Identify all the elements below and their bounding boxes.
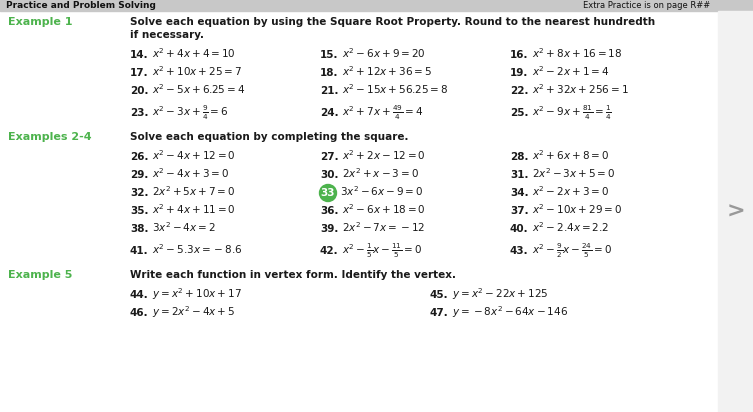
- Text: $x^2 - 9x + \frac{81}{4} = \frac{1}{4}$: $x^2 - 9x + \frac{81}{4} = \frac{1}{4}$: [532, 103, 612, 122]
- Text: 38.: 38.: [130, 224, 148, 234]
- Text: $x^2 + 4x + 4 = 10$: $x^2 + 4x + 4 = 10$: [152, 46, 236, 60]
- Text: Write each function in vertex form. Identify the vertex.: Write each function in vertex form. Iden…: [130, 270, 456, 280]
- Text: 43.: 43.: [510, 246, 529, 256]
- Text: 26.: 26.: [130, 152, 148, 162]
- Text: 22.: 22.: [510, 86, 529, 96]
- Text: 35.: 35.: [130, 206, 148, 216]
- Text: 41.: 41.: [130, 246, 148, 256]
- Text: 46.: 46.: [130, 308, 148, 318]
- Text: $2x^2 - 7x = -12$: $2x^2 - 7x = -12$: [342, 220, 425, 234]
- Text: 39.: 39.: [320, 224, 338, 234]
- Text: $x^2 - 6x + 18 = 0$: $x^2 - 6x + 18 = 0$: [342, 202, 426, 216]
- Text: 16.: 16.: [510, 50, 529, 60]
- Text: 17.: 17.: [130, 68, 148, 78]
- Text: $x^2 - 4x + 3 = 0$: $x^2 - 4x + 3 = 0$: [152, 166, 229, 180]
- Text: 37.: 37.: [510, 206, 529, 216]
- Text: $y = 2x^2 - 4x + 5$: $y = 2x^2 - 4x + 5$: [152, 304, 235, 320]
- Text: $x^2 + 32x + 256 = 1$: $x^2 + 32x + 256 = 1$: [532, 82, 629, 96]
- Text: $x^2 - 10x + 29 = 0$: $x^2 - 10x + 29 = 0$: [532, 202, 622, 216]
- Text: $x^2 - \frac{1}{5}x - \frac{11}{5} = 0$: $x^2 - \frac{1}{5}x - \frac{11}{5} = 0$: [342, 241, 422, 260]
- Text: $x^2 + 10x + 25 = 7$: $x^2 + 10x + 25 = 7$: [152, 64, 242, 78]
- Text: $x^2 - 3x + \frac{9}{4} = 6$: $x^2 - 3x + \frac{9}{4} = 6$: [152, 103, 229, 122]
- Bar: [0, 0, 753, 11]
- Text: Solve each equation by using the Square Root Property. Round to the nearest hund: Solve each equation by using the Square …: [130, 17, 655, 27]
- Text: $2x^2 - 3x + 5 = 0$: $2x^2 - 3x + 5 = 0$: [532, 166, 615, 180]
- Text: 40.: 40.: [510, 224, 529, 234]
- Text: Example 1: Example 1: [8, 17, 72, 27]
- Text: 27.: 27.: [320, 152, 339, 162]
- Text: 29.: 29.: [130, 170, 148, 180]
- Text: 15.: 15.: [320, 50, 339, 60]
- Text: if necessary.: if necessary.: [130, 30, 204, 40]
- Text: Examples 2-4: Examples 2-4: [8, 132, 92, 142]
- Bar: [718, 11, 753, 412]
- Text: 47.: 47.: [430, 308, 449, 318]
- Text: $x^2 + 4x + 11 = 0$: $x^2 + 4x + 11 = 0$: [152, 202, 236, 216]
- Text: 25.: 25.: [510, 108, 529, 118]
- Circle shape: [319, 185, 337, 201]
- Text: $x^2 + 6x + 8 = 0$: $x^2 + 6x + 8 = 0$: [532, 148, 609, 162]
- Text: Practice and Problem Solving: Practice and Problem Solving: [6, 1, 156, 10]
- Text: 24.: 24.: [320, 108, 339, 118]
- Text: $x^2 + 8x + 16 = 18$: $x^2 + 8x + 16 = 18$: [532, 46, 623, 60]
- Text: $2x^2 + x - 3 = 0$: $2x^2 + x - 3 = 0$: [342, 166, 419, 180]
- Text: $x^2 - 2x + 1 = 4$: $x^2 - 2x + 1 = 4$: [532, 64, 609, 78]
- Text: $x^2 + 12x + 36 = 5$: $x^2 + 12x + 36 = 5$: [342, 64, 432, 78]
- Text: $3x^2 - 4x = 2$: $3x^2 - 4x = 2$: [152, 220, 216, 234]
- Text: Extra Practice is on page R##: Extra Practice is on page R##: [583, 1, 710, 10]
- Text: 19.: 19.: [510, 68, 529, 78]
- Text: 31.: 31.: [510, 170, 529, 180]
- Text: $x^2 + 7x + \frac{49}{4} = 4$: $x^2 + 7x + \frac{49}{4} = 4$: [342, 103, 423, 122]
- Text: $x^2 + 2x - 12 = 0$: $x^2 + 2x - 12 = 0$: [342, 148, 426, 162]
- Text: $x^2 - 15x + 56.25 = 8$: $x^2 - 15x + 56.25 = 8$: [342, 82, 448, 96]
- Text: 18.: 18.: [320, 68, 339, 78]
- Text: 44.: 44.: [130, 290, 149, 300]
- Text: $x^2 - 4x + 12 = 0$: $x^2 - 4x + 12 = 0$: [152, 148, 236, 162]
- Text: 23.: 23.: [130, 108, 148, 118]
- Text: 42.: 42.: [320, 246, 339, 256]
- Text: $x^2 - 6x + 9 = 20$: $x^2 - 6x + 9 = 20$: [342, 46, 426, 60]
- Text: >: >: [727, 202, 745, 222]
- Text: $3x^2 - 6x - 9 = 0$: $3x^2 - 6x - 9 = 0$: [340, 184, 423, 198]
- Text: 21.: 21.: [320, 86, 339, 96]
- Text: $y = x^2 + 10x + 17$: $y = x^2 + 10x + 17$: [152, 286, 242, 302]
- Text: Example 5: Example 5: [8, 270, 72, 280]
- Text: Solve each equation by completing the square.: Solve each equation by completing the sq…: [130, 132, 408, 142]
- Text: 28.: 28.: [510, 152, 529, 162]
- Text: 36.: 36.: [320, 206, 339, 216]
- Text: $y = x^2 - 22x + 125$: $y = x^2 - 22x + 125$: [452, 286, 548, 302]
- Text: 33: 33: [321, 188, 335, 198]
- Text: $2x^2 + 5x + 7 = 0$: $2x^2 + 5x + 7 = 0$: [152, 184, 236, 198]
- Text: $x^2 - 2x + 3 = 0$: $x^2 - 2x + 3 = 0$: [532, 184, 609, 198]
- Text: $x^2 - \frac{9}{2}x - \frac{24}{5} = 0$: $x^2 - \frac{9}{2}x - \frac{24}{5} = 0$: [532, 241, 612, 260]
- Text: $x^2 - 2.4x = 2.2$: $x^2 - 2.4x = 2.2$: [532, 220, 608, 234]
- Text: 14.: 14.: [130, 50, 148, 60]
- Text: $y = -8x^2 - 64x - 146$: $y = -8x^2 - 64x - 146$: [452, 304, 568, 320]
- Text: $x^2 - 5.3x = -8.6$: $x^2 - 5.3x = -8.6$: [152, 242, 242, 256]
- Text: 34.: 34.: [510, 188, 529, 198]
- Text: 20.: 20.: [130, 86, 148, 96]
- Text: $x^2 - 5x + 6.25 = 4$: $x^2 - 5x + 6.25 = 4$: [152, 82, 245, 96]
- Text: 32.: 32.: [130, 188, 148, 198]
- Text: 30.: 30.: [320, 170, 339, 180]
- Text: 45.: 45.: [430, 290, 449, 300]
